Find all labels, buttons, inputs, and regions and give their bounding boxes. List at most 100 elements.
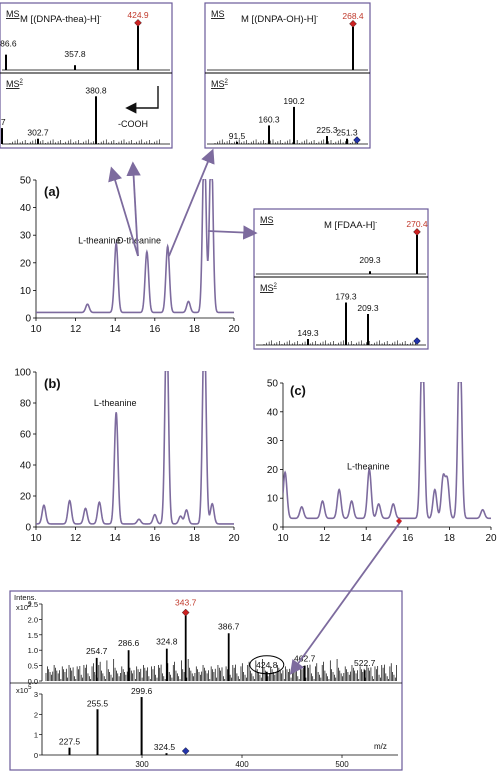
x-tick-label: 14 [110,324,122,335]
x-tick-label: 16 [149,533,161,544]
panel-frame [253,208,429,350]
x-tick-label: 10 [30,533,42,544]
ms2-peak-label: 190.2 [283,96,305,106]
ms-peak-label: 462.7 [294,654,316,664]
ms2-y-tick-label: 2 [34,710,38,719]
x-tick-label: 20 [485,533,497,544]
x-tick-label: 16 [149,324,161,335]
precursor-marker [413,228,421,236]
x-axis-label: m/z [374,742,387,751]
ms-label: MS [211,9,225,19]
ms-peak-label: 424.9 [127,10,149,20]
chromatogram-trace [36,179,234,314]
y-tick-label: 20 [267,465,279,476]
ms2-peak-label: 160.3 [258,114,280,124]
ms-peak-label: 286.6 [118,638,140,648]
ms2-peak-label: 179.3 [335,292,357,302]
arrow-to-left-ms-2 [126,161,141,257]
loss-label: -COOH [118,119,148,129]
precursor-diamond [353,136,361,144]
selected-point-marker [396,518,402,524]
ms2-label: MS2 [260,283,278,293]
ms2-peak-label: 299.6 [131,686,153,696]
chromatogram-b: 0 20 40 60 80 100 10 12 14 16 18 20 (b) L-theanine [14,368,240,545]
ms-peak-label: 254.7 [86,646,108,656]
x-tick-label: 18 [189,533,201,544]
ms2-peak-label: .7 [0,117,6,127]
ms2-y-tick-label: 0 [34,751,38,760]
ms-peak-label: 268.4 [342,11,364,21]
ms-peak-label: 424.8 [256,660,278,670]
x-tick-label: 20 [228,533,240,544]
y-tick-label: 80 [20,399,32,410]
y-exponent: x105 [16,685,32,695]
x-tick-label: 18 [444,533,456,544]
precursor-marker [349,20,357,28]
ms-peak-label: 357.8 [64,49,86,59]
ms2-label: MS2 [211,79,229,89]
x-tick-label: 20 [228,324,240,335]
y-tick-label: 50 [267,379,279,390]
chromatogram-trace [36,371,234,525]
ms-y-tick-label: 0.5 [28,662,38,671]
panel-frame [0,2,173,149]
ms-label: MS [260,215,274,225]
loss-arrow [125,86,159,114]
x-tick-label: 10 [277,533,289,544]
x-tick-label: 500 [335,760,349,769]
ms2-y-tick-label: 1 [34,731,38,740]
x-tick-label: 14 [361,533,373,544]
y-tick-label: 40 [267,407,279,418]
peak-annotation: L-theanine [94,398,137,408]
circled-peak [249,655,285,675]
ms-y-tick-label: 2.5 [28,600,38,609]
y-tick-label: 20 [20,258,32,269]
x-tick-label: 14 [110,533,122,544]
panel-label: (a) [44,184,60,199]
y-tick-label: 40 [20,203,32,214]
chromatogram-trace [283,382,491,520]
y-tick-label: 30 [20,231,32,242]
ms-peak-label: 324.8 [156,637,178,647]
panel-label: (b) [44,376,61,391]
y-tick-label: 0 [25,314,31,325]
y-tick-label: 60 [20,430,32,441]
y-tick-label: 10 [267,494,279,505]
arrow-to-left-ms [108,166,139,257]
ms2-peak-label: 225.3 [316,125,338,135]
y-tick-label: 50 [20,176,32,187]
ms2-peak-label: 227.5 [59,737,81,747]
ms-y-tick-label: 0.0 [28,677,38,686]
x-tick-label: 16 [402,533,414,544]
peak-annotation: D-theanine [117,235,161,245]
ms-title: M [(DNPA-thea)-H]- [20,14,102,25]
y-tick-label: 100 [14,368,31,379]
panel-frame [204,2,371,149]
ms-panel-fdaa: MS M [FDAA-H]-209.3270.4MS2149.3179.3209.… [253,208,429,350]
ms2-peak-label: 255.5 [87,698,109,708]
x-tick-label: 400 [235,760,249,769]
x-tick-label: 300 [135,760,149,769]
y-tick-label: 20 [20,492,32,503]
connector-arrows [108,148,402,675]
intens-label: Intens. [14,593,37,602]
y-tick-label: 0 [25,523,31,534]
ms-peak-label: 386.7 [218,621,240,631]
x-tick-label: 12 [319,533,331,544]
ms-y-tick-label: 1.0 [28,646,38,655]
y-tick-label: 30 [267,436,279,447]
precursor-diamond [181,747,190,755]
x-tick-label: 12 [70,533,82,544]
peak-annotation: L-theanine [78,235,121,245]
ms-title: M [(DNPA-OH)-H]- [241,14,318,25]
mass-spectra-insets: MSM [(DNPA-thea)-H]-286.6357.8424.9MS2.7… [0,2,429,771]
ms-peak-label: 343.7 [175,598,197,608]
ms-label: MS [6,9,20,19]
peak-annotation: L-theanine [347,461,390,471]
x-tick-label: 12 [70,324,82,335]
ms2-y-tick-label: 3 [34,690,38,699]
ms-peak-label: 209.3 [359,255,381,265]
